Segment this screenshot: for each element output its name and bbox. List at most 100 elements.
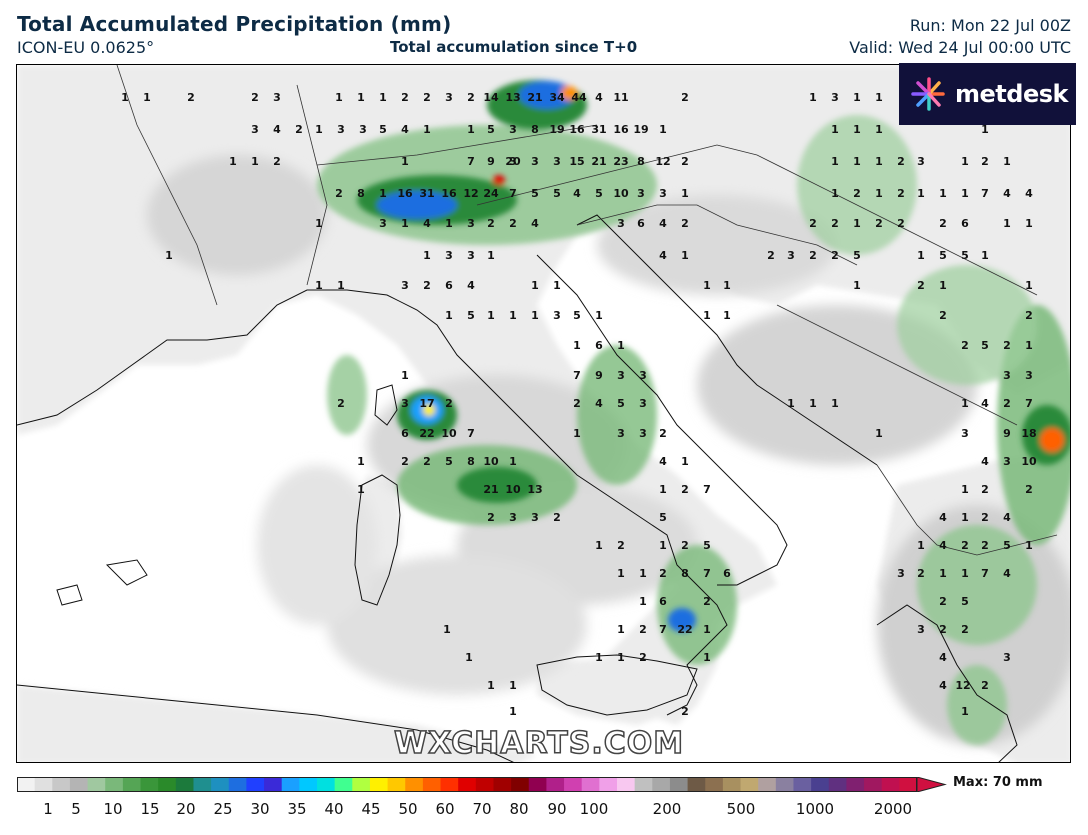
colorbar-tick-label: 200 (652, 800, 682, 818)
colorbar-tick-label: 5 (71, 800, 81, 818)
precip-value-label: 1 (939, 567, 947, 580)
precip-value-label: 1 (703, 309, 711, 322)
precip-value-label: 8 (467, 455, 475, 468)
precip-value-label: 6 (723, 567, 731, 580)
precip-value-label: 2 (509, 217, 517, 230)
colorbar-tick-label: 15 (140, 800, 160, 818)
precip-value-label: 3 (1003, 455, 1011, 468)
precip-value-label: 4 (1003, 567, 1011, 580)
precip-value-label: 1 (487, 679, 495, 692)
coastlines (17, 214, 1018, 762)
colorbar-swatch (122, 777, 142, 792)
precip-value-label: 1 (853, 279, 861, 292)
precip-value-label: 1 (337, 279, 345, 292)
precip-value-label: 3 (531, 155, 539, 168)
precip-value-label: 1 (961, 155, 969, 168)
colorbar-tick-label: 20 (176, 800, 196, 818)
precip-value-label: 1 (961, 187, 969, 200)
colorbar-tick-label: 80 (509, 800, 529, 818)
precip-value-label: 7 (573, 369, 581, 382)
precip-value-label: 2 (809, 249, 817, 262)
precip-value-label: 1 (875, 123, 883, 136)
colorbar-swatch (299, 777, 318, 792)
metdesk-logo[interactable]: metdesk (899, 63, 1076, 125)
precip-value-label: 1 (1025, 539, 1033, 552)
colorbar-swatch (17, 777, 36, 792)
precip-value-label: 2 (659, 567, 667, 580)
precip-value-label: 3 (273, 91, 281, 104)
precip-value-label: 1 (939, 279, 947, 292)
precip-value-label: 2 (853, 187, 861, 200)
precip-value-label: 5 (379, 123, 387, 136)
precip-value-label: 9 (487, 155, 495, 168)
precip-value-label: 4 (423, 217, 431, 230)
precip-value-label: 3 (553, 309, 561, 322)
colorbar-extend-arrow (916, 777, 947, 792)
precip-value-label: 2 (981, 483, 989, 496)
map-title: Total Accumulated Precipitation (mm) (17, 12, 452, 36)
precip-value-label: 1 (659, 483, 667, 496)
precip-value-label: 1 (357, 455, 365, 468)
precip-value-label: 1 (595, 539, 603, 552)
precip-value-label: 2 (981, 679, 989, 692)
colorbar (17, 777, 947, 792)
precip-value-label: 1 (1025, 339, 1033, 352)
precip-value-label: 1 (1025, 279, 1033, 292)
precip-value-label: 3 (1003, 651, 1011, 664)
precip-value-label: 1 (703, 623, 711, 636)
colorbar-swatch (475, 777, 494, 792)
precip-value-label: 2 (337, 397, 345, 410)
colorbar-swatch (758, 777, 777, 792)
precip-value-label: 1 (939, 187, 947, 200)
precip-value-label: 1 (531, 279, 539, 292)
precip-value-label: 1 (401, 369, 409, 382)
precip-value-label: 5 (573, 309, 581, 322)
precip-value-labels: 1 1 2 2 3 1 1 1 2 2 3 2 14 13 21 34 44 4 11 2 1 3 1 13 4 2 1 3 3 5 4 1 1… (121, 91, 1037, 718)
colorbar-tick-label: 25 (213, 800, 233, 818)
precip-value-label: 10 (441, 427, 457, 440)
colorbar-swatch (193, 777, 212, 792)
colorbar-swatch (422, 777, 442, 792)
precip-value-label: 15 (569, 155, 584, 168)
precip-value-label: 3 (617, 217, 625, 230)
precip-value-label: 3 (467, 249, 475, 262)
colorbar-border (17, 777, 917, 792)
precip-value-label: 1 (465, 651, 473, 664)
colorbar-swatch (705, 777, 724, 792)
precip-value-label: 1 (831, 123, 839, 136)
precip-value-label: 3 (337, 123, 345, 136)
colorbar-swatch (687, 777, 706, 792)
precip-value-label: 1 (681, 187, 689, 200)
precip-value-label: 18 (1021, 427, 1036, 440)
precip-value-label: 19 (633, 123, 648, 136)
precip-value-label: 1 (573, 427, 581, 440)
precip-value-label: 7 (467, 155, 475, 168)
precip-value-label: 3 (917, 623, 925, 636)
precip-value-label: 1 (617, 651, 625, 664)
precip-value-label: 3 (553, 155, 561, 168)
precip-value-label: 4 (1025, 187, 1033, 200)
precipitation-map[interactable]: 1 1 2 2 3 1 1 1 2 2 3 2 14 13 21 34 44 4 11 2 1 3 1 1 3 4 2 1 3 3 5 4 1 1… (16, 64, 1071, 763)
precip-value-label: 5 (981, 339, 989, 352)
precip-value-label: 1 (853, 91, 861, 104)
colorbar-swatch (387, 777, 406, 792)
precip-value-label: 2 (681, 705, 689, 718)
precip-value-label: 2 (335, 187, 343, 200)
precip-value-label: 2 (917, 279, 925, 292)
precip-value-label: 3 (251, 123, 259, 136)
colorbar-swatch (34, 777, 53, 792)
precip-value-label: 1 (509, 679, 517, 692)
precip-value-label: 2 (487, 217, 495, 230)
precip-value-label: 1 (121, 91, 129, 104)
precip-value-label: 5 (1003, 539, 1011, 552)
precip-value-label: 1 (357, 483, 365, 496)
precip-value-label: 2 (939, 217, 947, 230)
precip-value-label: 2 (1003, 339, 1011, 352)
precip-value-label: 2 (423, 455, 431, 468)
precip-value-label: 4 (595, 397, 603, 410)
precip-value-label: 10 (613, 187, 629, 200)
precip-value-label: 22 (419, 427, 434, 440)
precip-value-label: 4 (531, 217, 539, 230)
precip-value-label: 1 (509, 455, 517, 468)
precip-value-label: 2 (1003, 397, 1011, 410)
